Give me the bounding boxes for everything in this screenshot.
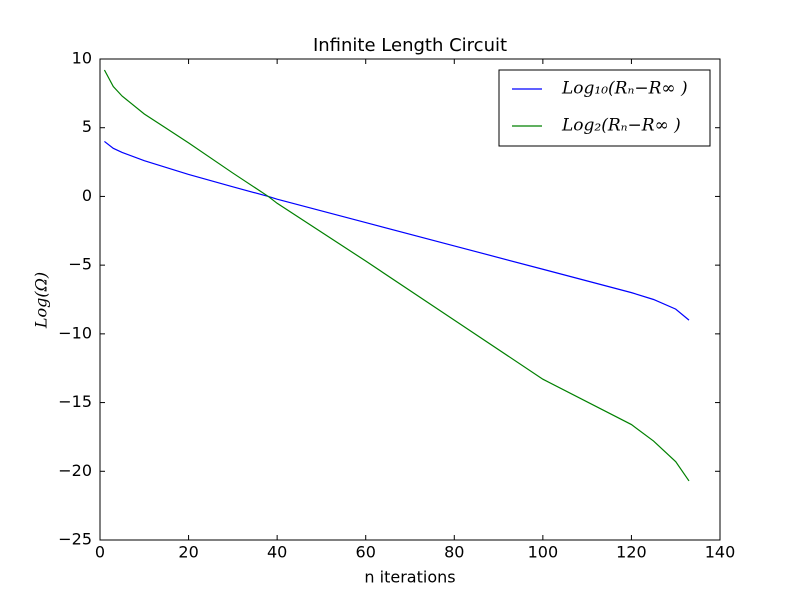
x-tick-label: 20 (178, 543, 198, 562)
line-series (103, 69, 690, 482)
y-tick-label: −15 (58, 392, 92, 411)
legend-label: Log₂(Rₙ−R∞ ) (561, 116, 681, 136)
x-tick-label: 120 (616, 543, 647, 562)
y-tick-label: −10 (58, 323, 92, 342)
y-tick-label: −5 (68, 255, 92, 274)
x-tick-label: 0 (95, 543, 105, 562)
y-axis-label: Log(Ω) (32, 272, 51, 329)
plot-frame (99, 58, 721, 541)
x-tick-label: 80 (444, 543, 464, 562)
y-tick-label: 5 (82, 117, 92, 136)
chart-title: Infinite Length Circuit (313, 35, 507, 56)
x-tick-label: 60 (356, 543, 376, 562)
x-tick-label: 40 (267, 543, 287, 562)
line-series (104, 140, 690, 321)
y-tick-label: −25 (58, 530, 92, 549)
legend-box (498, 69, 711, 147)
x-tick-label: 100 (528, 543, 559, 562)
x-axis-label: n iterations (364, 568, 455, 587)
y-tick-label: 10 (72, 49, 92, 68)
x-tick-label: 140 (705, 543, 736, 562)
y-tick-label: 0 (82, 186, 92, 205)
y-tick-label: −20 (58, 461, 92, 480)
legend-label: Log₁₀(Rₙ−R∞ ) (561, 79, 688, 99)
